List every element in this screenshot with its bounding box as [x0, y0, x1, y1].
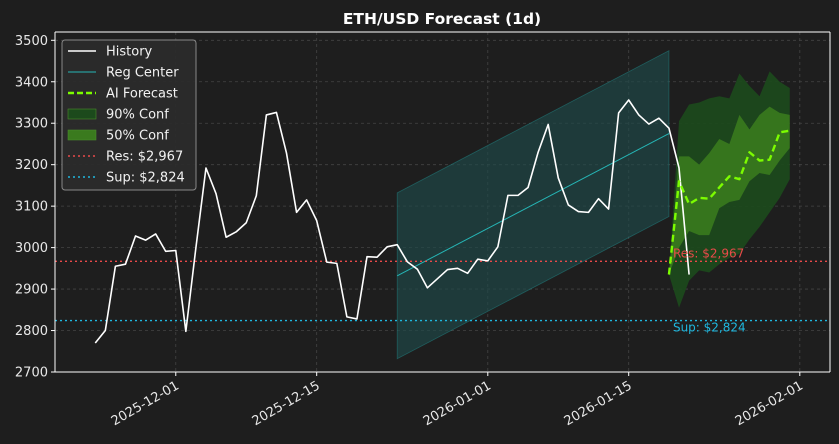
- chart-title: ETH/USD Forecast (1d): [343, 10, 541, 28]
- confidence-50-band: [668, 106, 790, 275]
- y-tick-label: 2900: [15, 283, 48, 298]
- legend-label-history: History: [106, 45, 153, 60]
- y-tick-label: 3400: [15, 75, 48, 90]
- legend-label-conf90: 90% Conf: [106, 108, 169, 123]
- y-tick-label: 3500: [15, 34, 48, 49]
- resistance-annotation: Res: $2,967: [673, 246, 744, 260]
- legend-swatch-conf50: [67, 129, 97, 141]
- y-tick-label: 3100: [15, 200, 48, 215]
- regression-center-line: [396, 133, 670, 277]
- y-tick-label: 3000: [15, 241, 48, 256]
- y-tick-label: 2700: [15, 366, 48, 381]
- legend: History Reg Center AI Forecast 90% Conf 50% …: [61, 39, 197, 191]
- legend-label-reg_center: Reg Center: [106, 66, 179, 81]
- history-line: [94, 99, 690, 344]
- legend-label-support: Sup: $2,824: [106, 171, 185, 186]
- legend-label-conf50: 50% Conf: [106, 129, 169, 144]
- legend-swatch-conf90: [67, 108, 97, 120]
- y-tick-label: 2800: [15, 324, 48, 339]
- support-annotation: Sup: $2,824: [673, 321, 746, 335]
- ai-forecast-line: [667, 129, 790, 275]
- legend-box: [61, 39, 197, 191]
- y-tick-label: 3300: [15, 117, 48, 132]
- y-tick-label: 3200: [15, 158, 48, 173]
- legend-label-resistance: Res: $2,967: [106, 150, 183, 165]
- legend-label-ai_forecast: AI Forecast: [106, 87, 178, 102]
